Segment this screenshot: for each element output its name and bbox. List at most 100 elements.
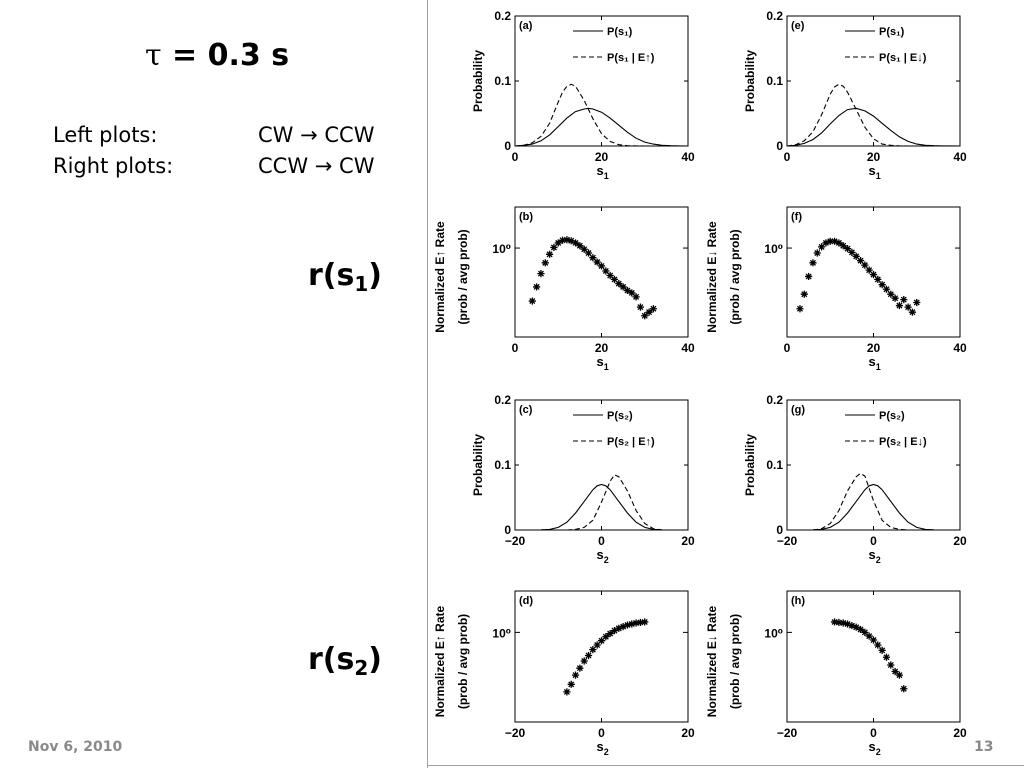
y-tick-label-e: 0 (776, 139, 783, 153)
data-point-f (904, 303, 912, 311)
x-tick-label-h: 0 (870, 726, 877, 740)
y-tick-label-b: 10⁰ (492, 242, 511, 256)
series-line-g-1 (812, 472, 909, 531)
x-tick-label-f: 20 (867, 341, 881, 355)
data-point-f (800, 290, 808, 298)
data-point-h (891, 667, 899, 676)
y-tick-label-e: 0.1 (766, 74, 783, 88)
data-point-b (554, 239, 562, 247)
slide-title-text: = 0.3 s (161, 38, 290, 73)
legend-label-c-0: P(s₂) (607, 410, 633, 422)
panel-e: 0 20 40 s1 (e) 0 0.1 0.2 Probability P(s₁) P(s₁ | … (743, 9, 967, 181)
y-axis-label-line2-h: (prob / avg prob) (728, 614, 742, 709)
data-point-f (830, 237, 839, 245)
x-tick-label-g: 0 (870, 534, 877, 548)
x-tick-label-a: 40 (681, 150, 695, 164)
y-axis-label-line2-d: (prob / avg prob) (456, 614, 470, 709)
data-point-b (645, 308, 653, 316)
y-axis-label-g: Probability (743, 434, 757, 496)
x-tick-label-c: −20 (505, 534, 526, 548)
x-tick-label-a: 0 (512, 150, 519, 164)
data-point-f (874, 275, 882, 284)
r-s1-sub: 1 (354, 272, 369, 296)
r-s1-label: r(s1) (308, 258, 382, 296)
x-tick-label-b: 20 (595, 341, 609, 355)
legend-label-c-1: P(s₂ | E↑) (607, 436, 655, 448)
y-axis-label-a: Probability (471, 50, 485, 112)
data-point-h (848, 621, 856, 630)
data-point-f (900, 296, 908, 304)
y-tick-label-c: 0.2 (494, 393, 511, 407)
data-point-f (861, 261, 869, 269)
plot-frame-e (786, 15, 961, 147)
data-point-b (567, 237, 575, 245)
data-point-f (908, 308, 917, 316)
left-plots-value: CW → CCW (258, 123, 375, 147)
x-axis-label-g: s2 (869, 547, 881, 565)
plot-frame-g (786, 399, 961, 531)
data-point-b (632, 293, 640, 301)
data-point-d (597, 637, 606, 645)
series-line-c-0 (540, 483, 663, 531)
data-point-f (878, 281, 886, 289)
data-point-b (571, 239, 580, 247)
x-tick-label-e: 20 (867, 150, 881, 164)
data-point-f (895, 301, 904, 310)
y-tick-label-e: 0.2 (766, 9, 783, 23)
x-axis-label-a: s1 (597, 163, 609, 181)
plot-frame-a (514, 15, 689, 147)
vertical-divider (427, 0, 428, 768)
data-point-d (632, 619, 640, 627)
x-tick-label-d: 20 (681, 726, 695, 740)
data-point-b (584, 249, 593, 257)
data-point-h (835, 618, 843, 627)
panel-label-b: (b) (519, 211, 533, 223)
data-point-d (589, 645, 597, 654)
series-line-c-1 (566, 474, 663, 531)
panel-a: 0 20 40 s1 (a) 0 0.1 0.2 Probability P(s₁) P(s₁ | … (471, 9, 695, 181)
y-tick-label-g: 0.1 (766, 458, 783, 472)
data-point-d (584, 651, 593, 660)
y-tick-label-f: 10⁰ (764, 242, 783, 256)
panel-label-c: (c) (519, 404, 533, 416)
data-point-b (528, 297, 536, 305)
data-point-f (813, 249, 821, 257)
data-point-f (882, 285, 891, 293)
plot-frame-d (514, 590, 689, 723)
data-point-d (567, 680, 575, 688)
data-point-b (589, 254, 597, 262)
data-point-d (623, 621, 632, 629)
legend-label-a-1: P(s₁ | E↑) (607, 52, 655, 64)
data-point-b (593, 258, 601, 266)
legend-label-e-0: P(s₁) (879, 26, 905, 38)
data-point-b (558, 236, 567, 244)
data-point-h (856, 625, 865, 634)
data-point-b (610, 275, 619, 284)
data-point-h (895, 671, 904, 679)
y-tick-label-a: 0 (504, 139, 511, 153)
data-point-f (796, 305, 804, 313)
data-point-d (576, 664, 584, 672)
x-axis-label-d: s2 (597, 739, 609, 757)
panel-d: −20 0 20 s2 (d) 10⁰ Normalized E↑ Rate (prob / … (433, 590, 695, 757)
data-point-d (641, 618, 649, 626)
y-axis-label-line1-b: Normalized E↑ Rate (433, 221, 447, 333)
panel-b: 0 20 40 s1 (b) 10⁰ Normalized E↑ Rate (prob / a… (433, 206, 695, 372)
data-point-h (861, 628, 869, 636)
r-s2-sub: 2 (354, 656, 369, 680)
series-line-e-1 (786, 83, 909, 147)
data-point-f (913, 298, 921, 307)
data-point-d (593, 641, 601, 649)
legend-label-g-1: P(s₂ | E↓) (879, 436, 927, 448)
page-number: 13 (974, 739, 994, 755)
x-tick-label-g: −20 (777, 534, 798, 548)
series-line-a-0 (514, 107, 689, 147)
x-tick-label-b: 40 (681, 341, 695, 355)
data-point-b (541, 259, 549, 267)
y-axis-label-line1-h: Normalized E↓ Rate (705, 605, 719, 717)
x-tick-label-d: −20 (505, 726, 526, 740)
data-point-b (580, 245, 588, 253)
data-point-h (830, 618, 839, 626)
y-tick-label-a: 0.1 (494, 74, 511, 88)
x-tick-label-f: 0 (784, 341, 791, 355)
